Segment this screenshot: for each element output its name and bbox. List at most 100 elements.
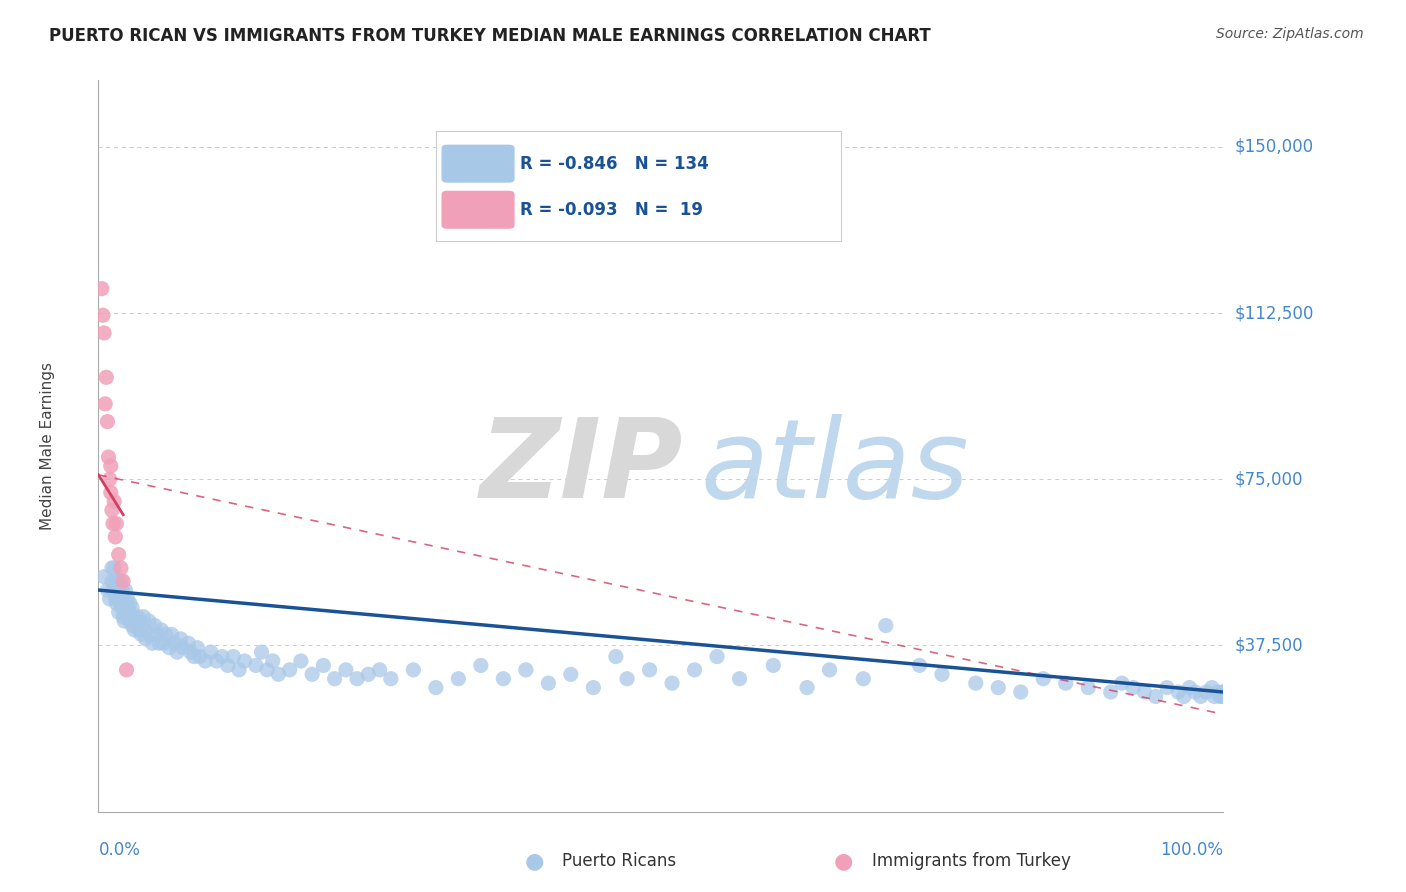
Point [107, 574, 129, 589]
Point [931, 667, 953, 681]
Point [104, 574, 127, 589]
Point [177, 636, 200, 650]
Text: $37,500: $37,500 [1234, 637, 1303, 655]
Point [616, 672, 638, 686]
Point [290, 654, 312, 668]
Point [987, 681, 1010, 695]
Point [852, 672, 875, 686]
Point [250, 645, 273, 659]
Point [1204, 690, 1226, 704]
Point [323, 672, 346, 686]
Point [262, 654, 284, 668]
Point [683, 663, 706, 677]
Point [1195, 685, 1218, 699]
Point [1054, 676, 1077, 690]
Text: 100.0%: 100.0% [1160, 841, 1223, 859]
Point [1184, 685, 1206, 699]
Text: $150,000: $150,000 [1234, 137, 1313, 156]
Point [124, 614, 146, 628]
Point [93, 570, 115, 584]
Point [1133, 685, 1156, 699]
Point [1212, 685, 1234, 699]
Point [1209, 690, 1232, 704]
Point [335, 663, 357, 677]
Point [132, 609, 155, 624]
Point [121, 600, 143, 615]
Point [1077, 681, 1099, 695]
Point [150, 623, 173, 637]
Point [728, 672, 751, 686]
Point [124, 623, 146, 637]
Point [97, 450, 120, 464]
Point [245, 658, 267, 673]
Point [762, 658, 785, 673]
Point [965, 676, 987, 690]
Point [103, 494, 125, 508]
Point [1144, 690, 1167, 704]
Point [818, 663, 841, 677]
Point [1167, 685, 1189, 699]
Point [103, 561, 125, 575]
Point [115, 600, 138, 615]
Point [134, 623, 156, 637]
Point [425, 681, 447, 695]
Point [96, 370, 118, 384]
Point [101, 516, 124, 531]
Point [1212, 690, 1234, 704]
Point [1122, 681, 1144, 695]
Point [101, 574, 124, 589]
Point [91, 308, 114, 322]
Point [100, 458, 122, 473]
Point [129, 627, 152, 641]
Point [104, 530, 127, 544]
Point [1206, 685, 1229, 699]
Point [135, 632, 157, 646]
Point [346, 672, 368, 686]
Point [96, 583, 118, 598]
Text: Source: ZipAtlas.com: Source: ZipAtlas.com [1216, 27, 1364, 41]
Point [117, 591, 139, 606]
Point [127, 609, 149, 624]
Point [1212, 685, 1234, 699]
Text: $112,500: $112,500 [1234, 304, 1313, 322]
Point [180, 645, 202, 659]
Point [157, 640, 180, 655]
Point [605, 649, 627, 664]
Point [129, 614, 152, 628]
Text: PUERTO RICAN VS IMMIGRANTS FROM TURKEY MEDIAN MALE EARNINGS CORRELATION CHART: PUERTO RICAN VS IMMIGRANTS FROM TURKEY M… [49, 27, 931, 45]
Point [183, 649, 205, 664]
Point [515, 663, 537, 677]
Point [139, 627, 162, 641]
Point [122, 609, 145, 624]
Point [98, 591, 121, 606]
Point [112, 591, 135, 606]
Point [90, 282, 112, 296]
Text: $75,000: $75,000 [1234, 470, 1303, 488]
Point [143, 618, 166, 632]
Point [121, 618, 143, 632]
Point [188, 649, 211, 664]
Point [107, 605, 129, 619]
Point [112, 609, 135, 624]
Point [104, 591, 127, 606]
Point [101, 561, 124, 575]
Point [1189, 690, 1212, 704]
Point [114, 583, 136, 598]
Point [100, 485, 122, 500]
Text: ●: ● [834, 851, 853, 871]
Text: R = -0.093   N =  19: R = -0.093 N = 19 [520, 201, 703, 219]
Point [115, 663, 138, 677]
Point [111, 583, 134, 598]
Point [1032, 672, 1054, 686]
Point [94, 397, 117, 411]
Point [163, 636, 186, 650]
Point [205, 654, 228, 668]
Point [110, 591, 132, 606]
Point [560, 667, 582, 681]
Point [108, 583, 131, 598]
Point [447, 672, 470, 686]
Point [105, 583, 128, 598]
FancyBboxPatch shape [441, 191, 515, 228]
Point [217, 658, 239, 673]
Point [118, 614, 141, 628]
